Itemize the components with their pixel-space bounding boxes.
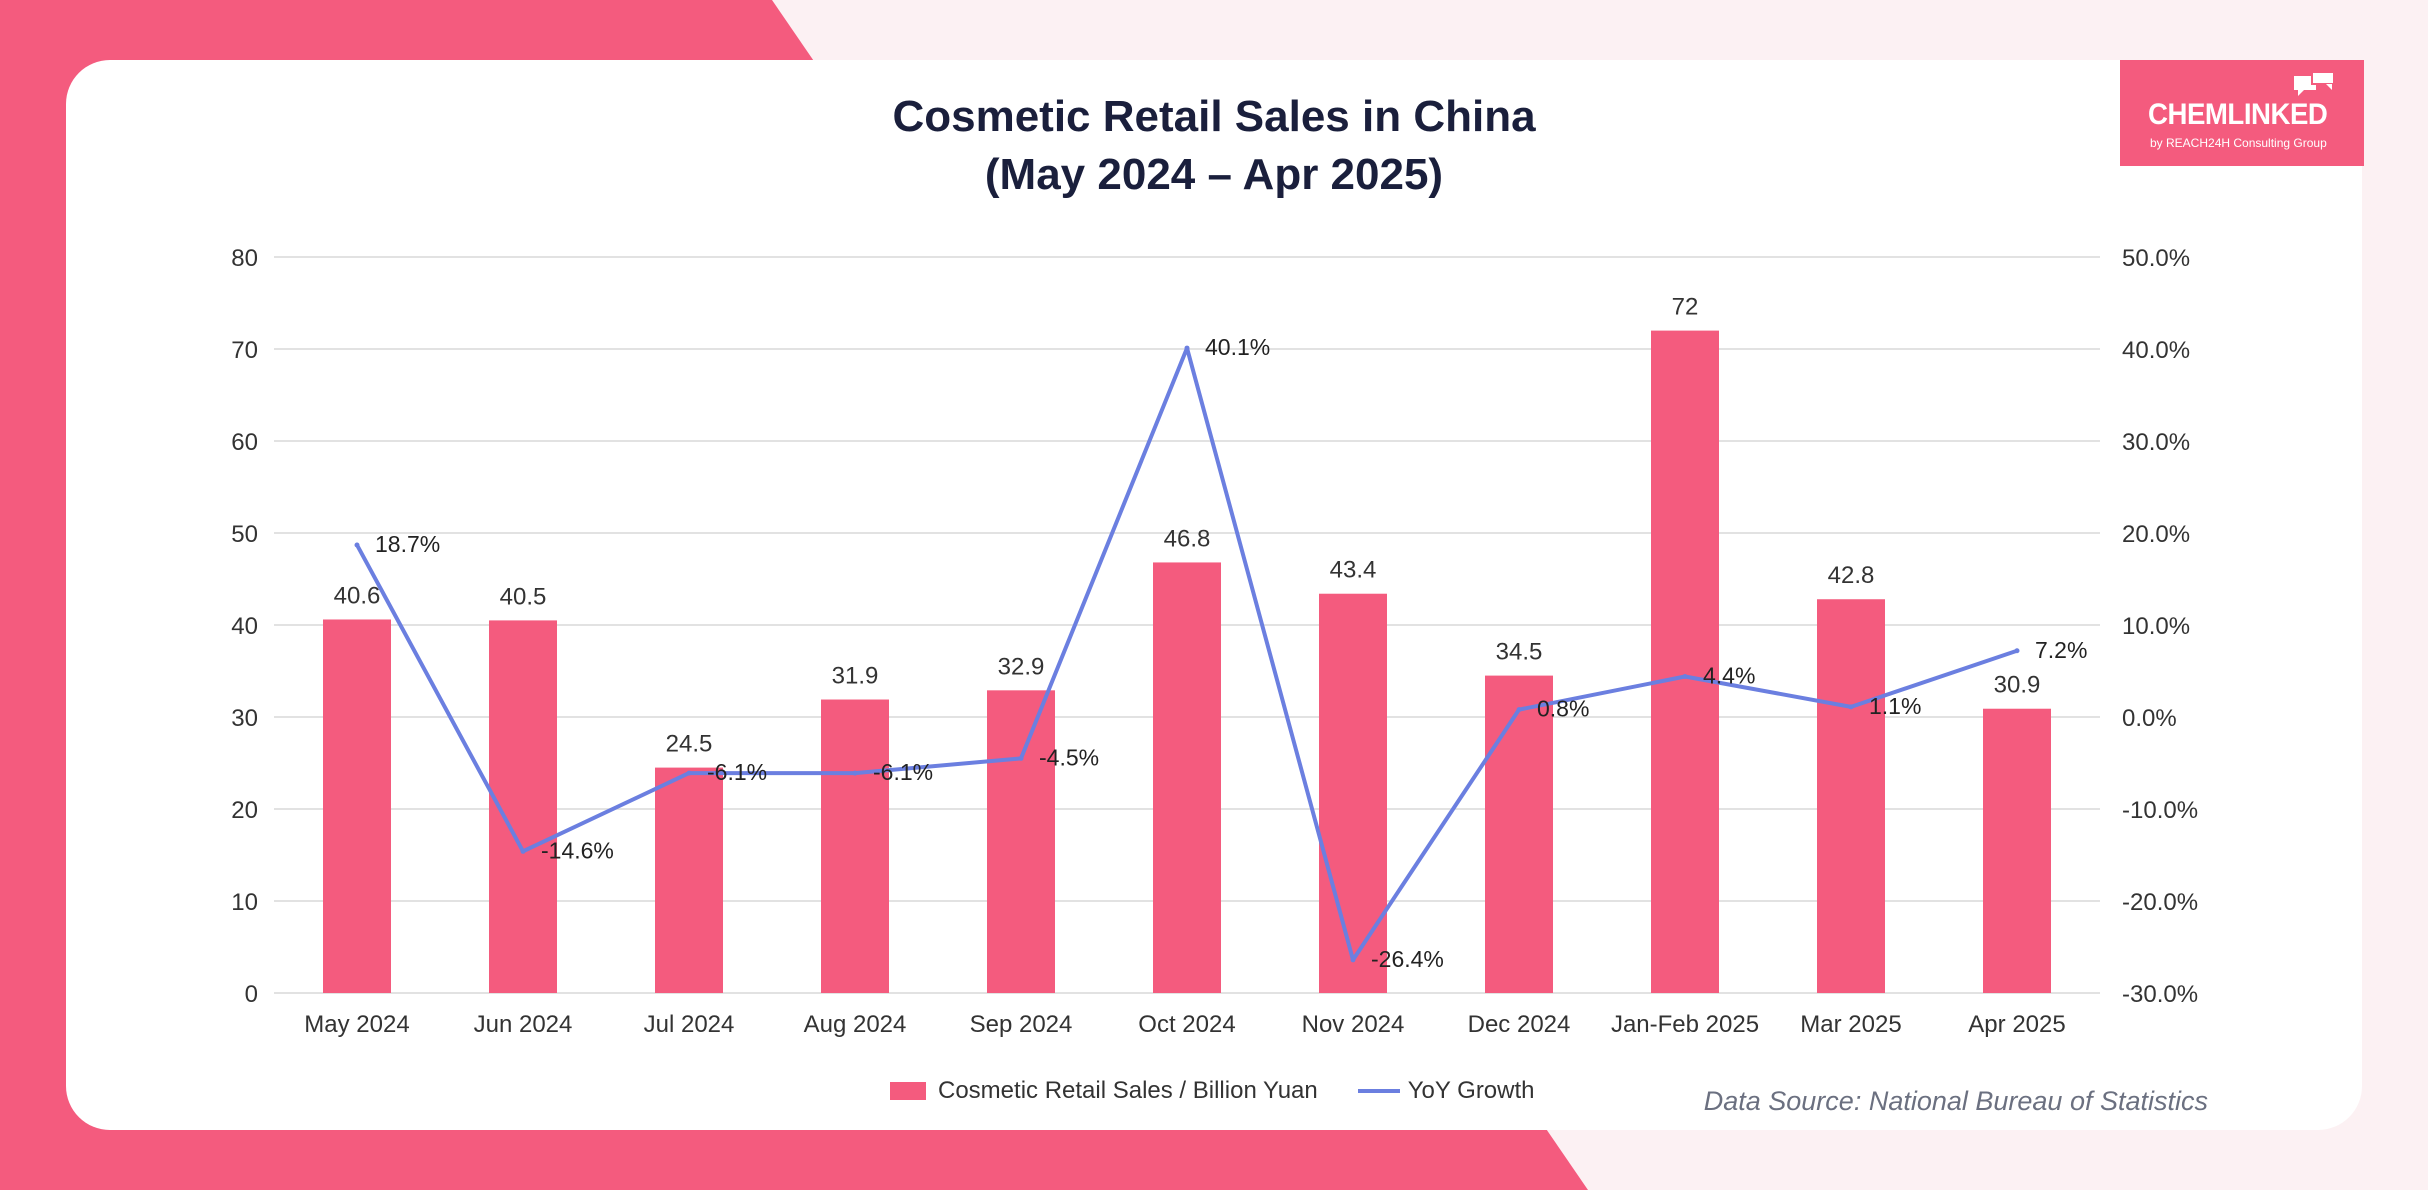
x-tick-label: Sep 2024 (970, 1011, 1073, 1038)
bar (655, 767, 723, 993)
bar-value-label: 31.9 (832, 663, 879, 690)
bar-series (323, 330, 2051, 994)
bar-value-label: 30.9 (1994, 672, 2041, 699)
bar (1983, 708, 2051, 993)
x-tick-label: Nov 2024 (1302, 1011, 1405, 1038)
legend-bar-label: Cosmetic Retail Sales / Billion Yuan (938, 1077, 1318, 1104)
right-tick-label: -30.0% (2122, 981, 2198, 1008)
bar (1485, 675, 1553, 993)
bar (1153, 562, 1221, 993)
left-tick-label: 20 (231, 797, 258, 824)
x-tick-label: Aug 2024 (804, 1011, 907, 1038)
x-tick-label: Apr 2025 (1968, 1011, 2065, 1038)
line-point (1516, 707, 1522, 713)
left-tick-label: 40 (231, 613, 258, 640)
bar (1651, 330, 1719, 994)
chart-title-line-1: Cosmetic Retail Sales in China (892, 92, 1536, 141)
x-tick-label: May 2024 (304, 1011, 409, 1038)
legend-bar-swatch (890, 1082, 926, 1100)
x-tick-label: Oct 2024 (1138, 1011, 1235, 1038)
x-tick-label: Dec 2024 (1468, 1011, 1571, 1038)
right-tick-label: -10.0% (2122, 797, 2198, 824)
line-point (852, 770, 858, 776)
right-tick-label: -20.0% (2122, 889, 2198, 916)
chart-title-line-2: (May 2024 – Apr 2025) (984, 150, 1444, 199)
bar-value-label: 24.5 (666, 731, 713, 758)
right-tick-label: 50.0% (2122, 245, 2190, 272)
right-tick-label: 30.0% (2122, 429, 2190, 456)
line-point (520, 848, 526, 854)
bar-value-label: 34.5 (1496, 639, 1543, 666)
line-value-label: -6.1% (873, 759, 933, 785)
left-tick-label: 60 (231, 429, 258, 456)
x-tick-label: Jun 2024 (474, 1011, 573, 1038)
bar (1817, 599, 1885, 993)
right-tick-label: 10.0% (2122, 613, 2190, 640)
line-point (686, 770, 692, 776)
left-tick-label: 10 (231, 889, 258, 916)
line-point (1350, 957, 1356, 963)
line-value-label: 7.2% (2035, 637, 2087, 663)
line-point (1848, 704, 1854, 710)
left-tick-label: 80 (231, 245, 258, 272)
speech-bubbles-icon (2294, 72, 2335, 96)
bar-data-labels: 40.6 40.5 24.5 31.9 32.9 46.8 43.4 34.5 72 42.8 30… (334, 294, 2041, 758)
left-tick-label: 50 (231, 521, 258, 548)
right-tick-label: 0.0% (2122, 705, 2177, 732)
line-value-label: 0.8% (1537, 696, 1589, 722)
left-tick-label: 70 (231, 337, 258, 364)
right-axis-ticks: -30.0% -20.0% -10.0% 0.0% 10.0% 20.0% 30.0% 40.… (2122, 245, 2198, 1008)
line-value-label: 40.1% (1205, 334, 1270, 360)
line-value-label: 4.4% (1703, 663, 1755, 689)
line-point (354, 542, 360, 548)
line-value-label: 18.7% (375, 531, 440, 557)
logo-tagline: by REACH24H Consulting Group (2150, 136, 2327, 150)
x-tick-label: Jan-Feb 2025 (1611, 1011, 1759, 1038)
legend-line-swatch (1357, 1089, 1400, 1093)
line-data-labels: 18.7% -14.6% -6.1% -6.1% -4.5% 40.1% -26.4% 0.8… (375, 334, 2087, 972)
line-value-label: -26.4% (1371, 946, 1444, 972)
line-value-label: 1.1% (1869, 693, 1921, 719)
line-point (1018, 755, 1024, 761)
line-point (2014, 648, 2020, 654)
bar-value-label: 46.8 (1164, 525, 1211, 552)
bar (821, 699, 889, 993)
logo-wordmark: CHEMLINKED (2148, 98, 2328, 131)
legend-line-label: YoY Growth (1407, 1077, 1535, 1104)
bar-value-label: 72 (1672, 294, 1699, 321)
bar (987, 690, 1055, 993)
bar-value-label: 42.8 (1828, 562, 1875, 589)
left-axis-ticks: 0 10 20 30 40 50 60 70 80 (231, 245, 258, 1008)
left-tick-label: 30 (231, 705, 258, 732)
bar-value-label: 43.4 (1330, 557, 1377, 584)
bar-value-label: 40.6 (334, 582, 381, 609)
bar-value-label: 40.5 (500, 583, 547, 610)
x-tick-label: Jul 2024 (644, 1011, 735, 1038)
right-tick-label: 40.0% (2122, 337, 2190, 364)
line-point (1682, 674, 1688, 680)
bar (1319, 593, 1387, 993)
bar-value-label: 32.9 (998, 653, 1045, 680)
right-tick-label: 20.0% (2122, 521, 2190, 548)
chart-title: Cosmetic Retail Sales in China (May 2024… (0, 88, 2428, 204)
data-source-note: Data Source: National Bureau of Statisti… (1703, 1086, 2208, 1116)
line-series (354, 345, 2020, 963)
line-value-label: -14.6% (541, 837, 614, 863)
bar (323, 619, 391, 993)
left-tick-label: 0 (245, 981, 258, 1008)
legend: Cosmetic Retail Sales / Billion Yuan YoY… (890, 1073, 1535, 1109)
x-tick-label: Mar 2025 (1800, 1011, 1901, 1038)
chemlinked-logo: CHEMLINKED by REACH24H Consulting Group (2120, 60, 2364, 166)
x-axis-labels: May 2024 Jun 2024 Jul 2024 Aug 2024 Sep 2024… (304, 1011, 2065, 1038)
line-point (1184, 345, 1190, 351)
line-value-label: -4.5% (1039, 744, 1099, 770)
line-value-label: -6.1% (707, 759, 767, 785)
